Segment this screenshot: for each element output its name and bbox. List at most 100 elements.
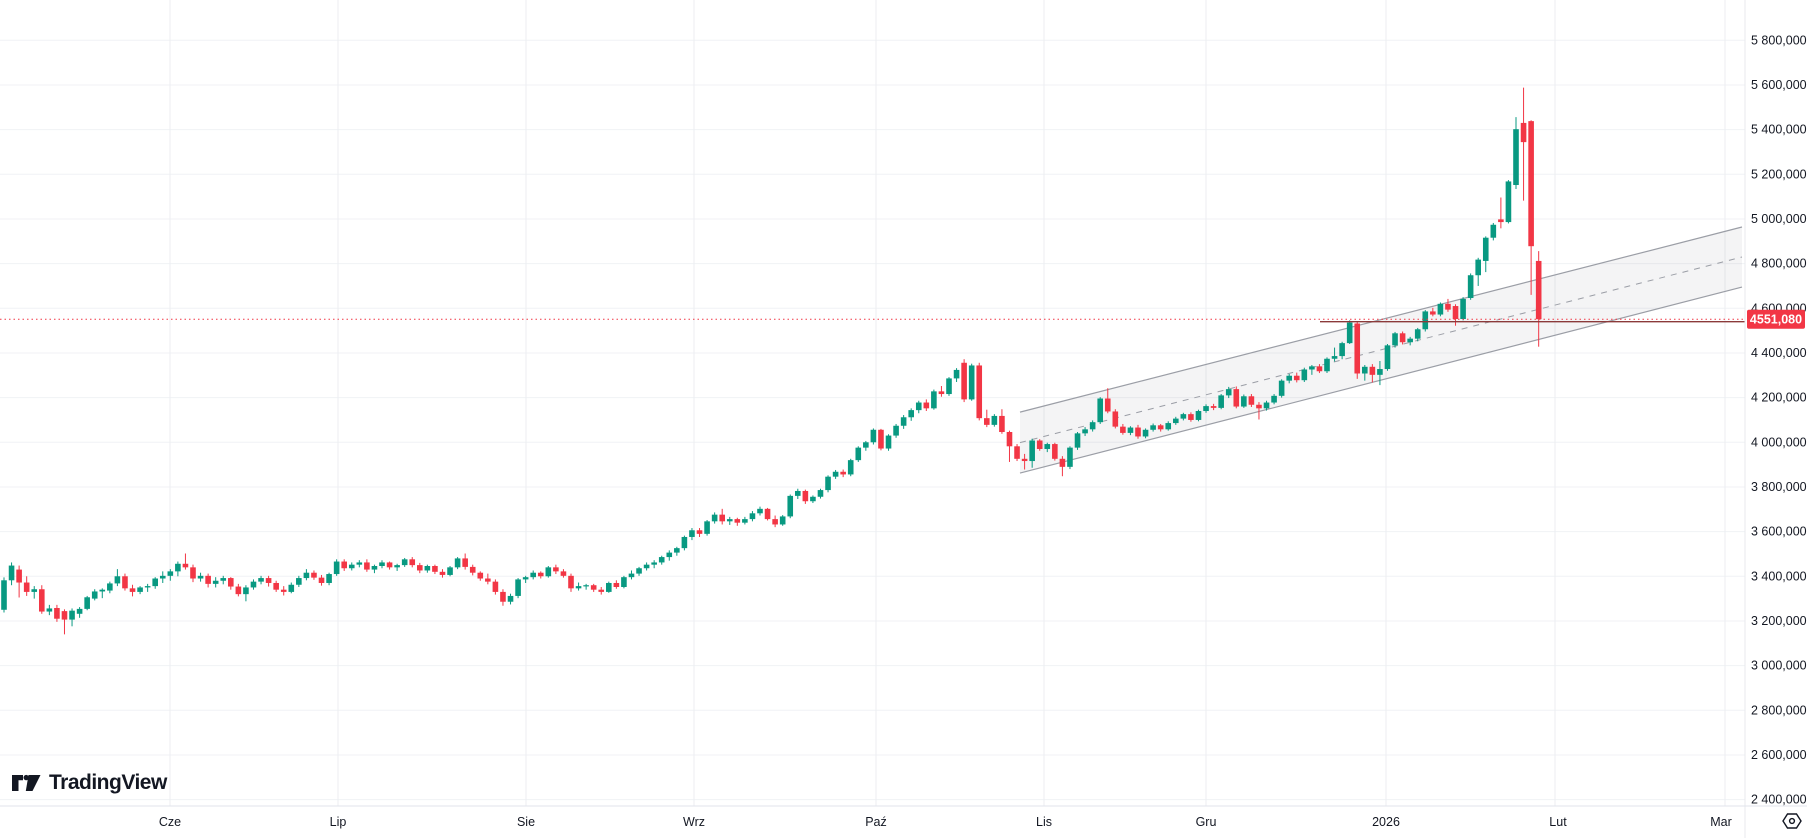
price-axis-label[interactable]: 4 400,000 bbox=[1751, 346, 1807, 360]
candle-body bbox=[1203, 406, 1209, 412]
price-axis-label[interactable]: 5 000,000 bbox=[1751, 212, 1807, 226]
candle-body bbox=[810, 496, 816, 502]
candle-body bbox=[1445, 303, 1451, 310]
time-axis-label[interactable]: Lip bbox=[330, 815, 347, 829]
price-axis-label[interactable]: 4 800,000 bbox=[1751, 257, 1807, 271]
price-axis-label[interactable]: 2 600,000 bbox=[1751, 748, 1807, 762]
candle-body bbox=[1104, 398, 1111, 412]
candle-body bbox=[817, 490, 824, 497]
candle-body bbox=[621, 577, 627, 587]
candle-body bbox=[8, 565, 15, 581]
candle-body bbox=[76, 608, 83, 614]
last-price-badge[interactable] bbox=[1747, 309, 1805, 329]
candle-body bbox=[719, 514, 725, 522]
candle-body bbox=[779, 516, 786, 525]
time-axis-label[interactable]: Wrz bbox=[683, 815, 705, 829]
candle-body bbox=[250, 581, 257, 588]
candle-body bbox=[1089, 422, 1096, 430]
candle-body bbox=[273, 582, 279, 590]
candle-body bbox=[900, 417, 907, 426]
candle-body bbox=[1293, 375, 1300, 381]
time-axis-label[interactable]: Mar bbox=[1710, 815, 1732, 829]
price-axis-label[interactable]: 5 200,000 bbox=[1751, 167, 1807, 181]
candle-body bbox=[1339, 343, 1345, 357]
candle-body bbox=[1256, 404, 1262, 409]
candle-body bbox=[1354, 323, 1361, 374]
parallel-channel-bottom-line[interactable] bbox=[1019, 286, 1743, 474]
time-axis-label[interactable]: Sie bbox=[517, 815, 535, 829]
candle-body bbox=[1074, 433, 1081, 448]
candle-body bbox=[1173, 418, 1179, 424]
candle-body bbox=[1482, 237, 1489, 261]
candle-body bbox=[39, 589, 45, 612]
candle-body bbox=[590, 585, 597, 590]
candle-body bbox=[152, 578, 158, 587]
candle-body bbox=[280, 589, 287, 592]
candle-body bbox=[129, 588, 136, 592]
candle-body bbox=[114, 576, 121, 584]
tradingview-logo[interactable]: TradingView bbox=[12, 771, 167, 795]
candle-body bbox=[1218, 395, 1224, 408]
candle-body bbox=[636, 568, 642, 574]
time-axis-label[interactable]: Lis bbox=[1036, 815, 1052, 829]
price-axis-label[interactable]: 2 800,000 bbox=[1751, 703, 1807, 717]
price-axis-label[interactable]: 3 200,000 bbox=[1751, 614, 1807, 628]
candle-body bbox=[764, 508, 771, 520]
candle-body bbox=[847, 460, 854, 475]
price-axis-label[interactable]: 3 800,000 bbox=[1751, 480, 1807, 494]
candle-body bbox=[1029, 440, 1035, 462]
candle-body bbox=[417, 565, 423, 571]
candle-body bbox=[1392, 333, 1398, 346]
candle-body bbox=[606, 582, 612, 592]
time-axis-label[interactable]: Cze bbox=[159, 815, 181, 829]
candle-body bbox=[1362, 366, 1368, 374]
candle-body bbox=[31, 589, 38, 592]
candle-body bbox=[1422, 311, 1429, 330]
candle-body bbox=[1210, 406, 1217, 408]
candle-body bbox=[1112, 411, 1119, 427]
parallel-channel-midline[interactable] bbox=[1019, 256, 1743, 444]
time-axis-label[interactable]: Lut bbox=[1549, 815, 1567, 829]
candle-body bbox=[364, 562, 370, 570]
candle-body bbox=[144, 586, 151, 588]
candle-body bbox=[175, 563, 181, 572]
time-scale[interactable]: Cze Lip Sie Wrz Paź Lis Gru 2026 Lut Mar bbox=[159, 815, 1732, 829]
candle-body bbox=[598, 589, 605, 592]
candle-body bbox=[795, 490, 801, 496]
price-axis-label[interactable]: 3 600,000 bbox=[1751, 525, 1807, 539]
gear-icon-dot bbox=[1788, 817, 1796, 825]
price-axis-label[interactable]: 4 000,000 bbox=[1751, 435, 1807, 449]
time-axis-label[interactable]: Gru bbox=[1196, 815, 1217, 829]
candle-body bbox=[946, 378, 952, 395]
candle-body bbox=[689, 530, 695, 537]
candle-body bbox=[348, 564, 355, 569]
candle-body bbox=[1430, 311, 1436, 315]
candle-body bbox=[1377, 369, 1383, 375]
time-axis-label[interactable]: Paź bbox=[865, 815, 887, 829]
candle-body bbox=[1150, 425, 1156, 430]
candle-body bbox=[1498, 219, 1504, 223]
candle-body bbox=[379, 562, 385, 567]
parallel-channel-top-line[interactable] bbox=[1019, 226, 1743, 413]
candle-body bbox=[107, 583, 113, 591]
candle-body bbox=[749, 513, 756, 520]
price-scale[interactable]: 5 800,000 5 600,000 5 400,000 5 200,000 5 00… bbox=[1751, 33, 1807, 806]
price-axis-label[interactable]: 5 400,000 bbox=[1751, 123, 1807, 137]
gear-icon[interactable] bbox=[1782, 813, 1802, 829]
time-axis-label[interactable]: 2026 bbox=[1372, 815, 1400, 829]
candle-body bbox=[855, 447, 862, 461]
candle-body bbox=[545, 567, 552, 577]
candle-body bbox=[1097, 398, 1103, 423]
price-axis-label[interactable]: 2 400,000 bbox=[1751, 793, 1807, 807]
price-axis-label[interactable]: 5 600,000 bbox=[1751, 78, 1807, 92]
candle-body bbox=[91, 591, 98, 599]
candle-body bbox=[386, 562, 393, 568]
price-axis-label[interactable]: 3 400,000 bbox=[1751, 569, 1807, 583]
candle-body bbox=[1278, 380, 1285, 396]
price-axis-label[interactable]: 5 800,000 bbox=[1751, 33, 1807, 47]
price-axis-label[interactable]: 3 000,000 bbox=[1751, 659, 1807, 673]
price-axis-label[interactable]: 4 200,000 bbox=[1751, 391, 1807, 405]
candle-body bbox=[401, 559, 408, 566]
candle-body bbox=[1513, 129, 1519, 186]
